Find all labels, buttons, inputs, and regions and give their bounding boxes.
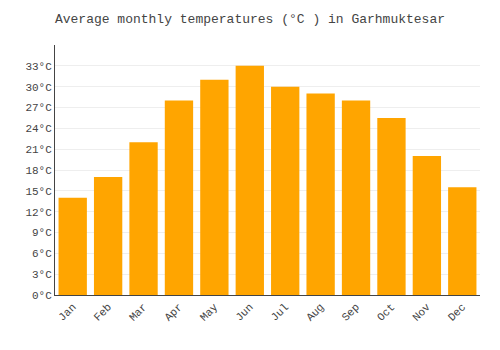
svg-text:Aug: Aug (304, 301, 326, 323)
svg-text:Feb: Feb (92, 301, 114, 323)
svg-text:Jun: Jun (233, 301, 255, 323)
svg-text:12°C: 12°C (25, 207, 52, 219)
svg-text:27°C: 27°C (25, 102, 52, 114)
svg-text:0°C: 0°C (32, 290, 52, 302)
svg-text:Average monthly temperatures (: Average monthly temperatures (°C ) in Ga… (55, 12, 445, 27)
svg-text:15°C: 15°C (25, 186, 52, 198)
svg-text:Apr: Apr (162, 301, 184, 323)
svg-text:Nov: Nov (410, 301, 433, 324)
svg-text:21°C: 21°C (25, 144, 52, 156)
svg-text:30°C: 30°C (25, 82, 52, 94)
svg-text:Dec: Dec (446, 301, 468, 323)
svg-text:Jul: Jul (269, 301, 291, 323)
svg-text:6°C: 6°C (32, 248, 52, 260)
svg-text:Sep: Sep (340, 301, 362, 323)
svg-text:Mar: Mar (127, 301, 149, 323)
svg-text:May: May (198, 301, 221, 324)
svg-text:9°C: 9°C (32, 227, 52, 239)
svg-text:Jan: Jan (56, 301, 78, 323)
svg-text:18°C: 18°C (25, 165, 52, 177)
svg-text:24°C: 24°C (25, 123, 52, 135)
svg-text:Oct: Oct (375, 301, 397, 323)
svg-text:3°C: 3°C (32, 269, 52, 281)
svg-text:33°C: 33°C (25, 61, 52, 73)
